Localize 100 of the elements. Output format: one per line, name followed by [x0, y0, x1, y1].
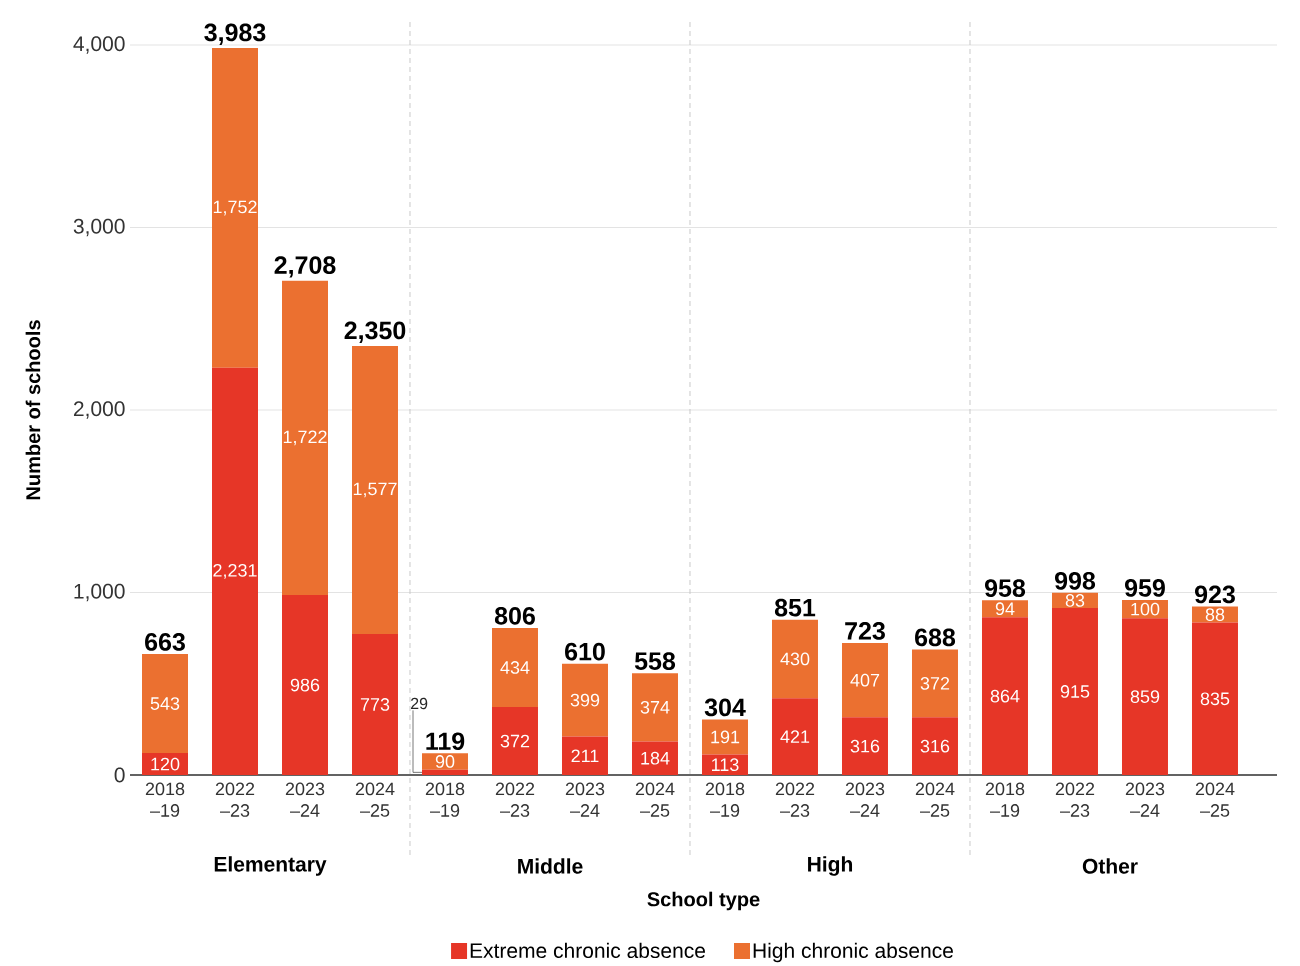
- data-label: 1,577: [353, 482, 397, 498]
- x-tick-label: 2022 –23: [495, 782, 535, 817]
- total-label: 959: [1125, 579, 1165, 597]
- bar: [212, 367, 258, 775]
- x-tick-label: 2018 –19: [425, 782, 465, 817]
- x-tick-label: 2023 –24: [285, 782, 325, 817]
- bar: [842, 717, 888, 775]
- bar: [282, 280, 328, 596]
- x-tick-label: 2022 –23: [775, 782, 815, 817]
- bar: [912, 649, 958, 718]
- x-tick-label: 2024 –25: [915, 782, 955, 817]
- x-tick-label: 2018 –19: [985, 782, 1025, 817]
- total-label: 558: [634, 652, 676, 670]
- bar: [1051, 608, 1098, 775]
- bar: [422, 769, 468, 775]
- x-axis-title: School type: [647, 891, 760, 911]
- total-label: 723: [845, 622, 885, 640]
- data-label: 430: [780, 652, 810, 666]
- bar: [492, 627, 538, 708]
- bar: [1121, 618, 1168, 775]
- total-label: 3,983: [204, 23, 266, 45]
- text: High: [808, 856, 853, 876]
- bar: [702, 719, 748, 755]
- bar: [422, 753, 468, 770]
- data-label: 859: [1130, 690, 1160, 703]
- data-label: 94: [995, 602, 1015, 616]
- data-label: 1,722: [283, 430, 327, 446]
- y-tick-label: 4,000: [73, 36, 125, 54]
- total-label: 923: [1195, 585, 1235, 604]
- bar: [562, 736, 608, 775]
- text: Elementary: [214, 856, 327, 876]
- total-label: 688: [915, 628, 956, 647]
- data-label: 543: [150, 697, 180, 710]
- total-label: 2,708: [274, 256, 336, 278]
- total-label: 958: [985, 579, 1026, 597]
- y-tick-label: 2,000: [73, 401, 125, 419]
- bar: [282, 595, 328, 775]
- bar: [632, 741, 678, 775]
- bar: [981, 617, 1028, 775]
- total-label: 2,350: [344, 321, 406, 343]
- data-label: 316: [920, 739, 950, 753]
- data-label: 407: [850, 673, 880, 687]
- y-tick-label: 1,000: [74, 583, 125, 602]
- data-label: 421: [780, 730, 810, 743]
- bar: [912, 717, 958, 775]
- data-label: 316: [850, 739, 880, 753]
- bar: [212, 48, 258, 368]
- total-label: 119: [426, 732, 465, 751]
- total-label: 610: [565, 642, 605, 661]
- bar: [142, 753, 188, 775]
- bar: [632, 673, 678, 742]
- data-label: 100: [1131, 602, 1160, 616]
- x-tick-label: 2022 –23: [1055, 782, 1095, 817]
- y-tick-label: 0: [114, 767, 125, 783]
- legend-label: Extreme chronic absence: [470, 942, 706, 959]
- data-label: 399: [570, 693, 600, 707]
- x-tick-label: 2024 –25: [355, 782, 395, 817]
- data-label: 83: [1065, 594, 1085, 607]
- x-tick-label: 2024 –25: [1195, 782, 1235, 817]
- bar: [562, 663, 608, 737]
- x-tick-label: 2023 –24: [845, 782, 885, 817]
- x-tick-label: 2018 –19: [145, 782, 185, 817]
- data-label: 211: [571, 749, 599, 763]
- data-label: 29: [411, 697, 428, 710]
- bar: [1191, 622, 1238, 775]
- bar: [352, 633, 398, 775]
- data-label: 915: [1060, 685, 1090, 698]
- x-tick-label: 2023 –24: [565, 782, 605, 817]
- x-tick-label: 2018 –19: [705, 782, 745, 817]
- bar: [142, 654, 188, 754]
- data-label: 184: [641, 751, 670, 765]
- data-label: 986: [290, 678, 320, 692]
- bar: [842, 643, 888, 718]
- text: Middle: [518, 858, 583, 874]
- bar: [772, 698, 818, 775]
- data-label: 1,752: [213, 200, 257, 216]
- x-tick-label: 2022 –23: [215, 782, 255, 817]
- data-label: 120: [151, 757, 180, 771]
- data-label: 773: [360, 698, 390, 711]
- total-label: 304: [704, 698, 746, 717]
- bar: [702, 754, 748, 775]
- data-label: 835: [1200, 692, 1230, 706]
- total-label: 806: [494, 607, 535, 625]
- y-tick-label: 3,000: [73, 218, 125, 237]
- data-label: 864: [990, 689, 1020, 703]
- data-label: 2,231: [213, 563, 257, 579]
- total-label: 998: [1055, 571, 1096, 590]
- total-label: 663: [145, 633, 185, 651]
- y-axis-title: Number of schools: [25, 320, 41, 500]
- data-label: 374: [640, 700, 670, 714]
- data-label: 191: [711, 730, 740, 744]
- data-label: 372: [920, 677, 950, 690]
- data-label: 90: [435, 755, 455, 768]
- data-label: 434: [500, 661, 530, 674]
- data-label: 113: [712, 758, 739, 772]
- bar: [492, 707, 538, 775]
- data-label: 88: [1205, 608, 1225, 621]
- bar: [352, 346, 398, 634]
- total-label: 851: [774, 598, 816, 617]
- data-label: 372: [500, 734, 530, 748]
